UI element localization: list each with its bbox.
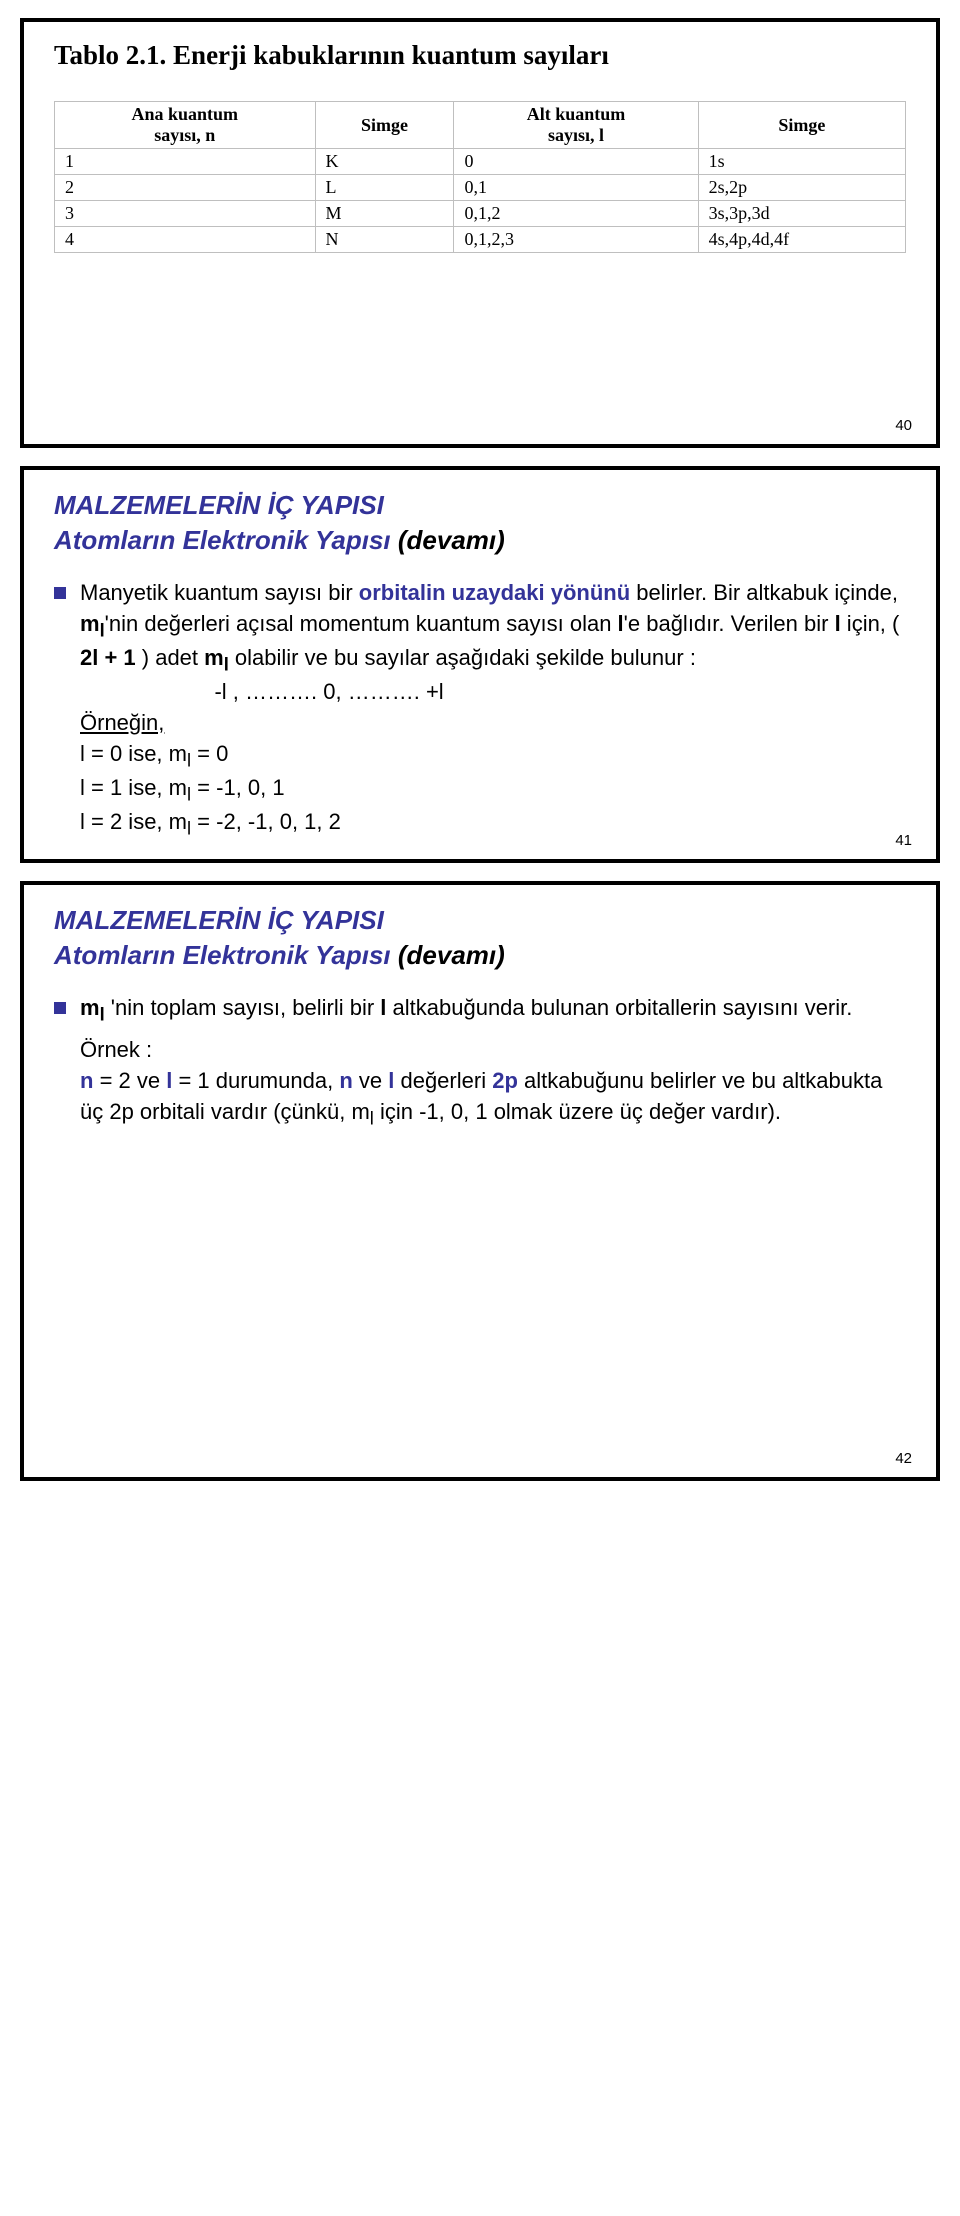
cell: 3s,3p,3d: [698, 201, 905, 227]
subheading-paren: (devamı): [398, 525, 505, 555]
cell: 3: [55, 201, 316, 227]
cell: K: [315, 149, 454, 175]
slide-41: MALZEMELERİN İÇ YAPISI Atomların Elektro…: [20, 466, 940, 863]
square-bullet-icon: [54, 1002, 66, 1014]
slide-40: Tablo 2.1. Enerji kabuklarının kuantum s…: [20, 18, 940, 448]
slide-title: Tablo 2.1. Enerji kabuklarının kuantum s…: [54, 40, 906, 71]
cell: 4: [55, 227, 316, 253]
section-subheading: Atomların Elektronik Yapısı (devamı): [54, 523, 906, 558]
cell: 0: [454, 149, 698, 175]
table-row: 2 L 0,1 2s,2p: [55, 175, 906, 201]
cell: 0,1,2: [454, 201, 698, 227]
cell: L: [315, 175, 454, 201]
table-row: 1 K 0 1s: [55, 149, 906, 175]
section-heading: MALZEMELERİN İÇ YAPISI: [54, 903, 906, 938]
cell: 4s,4p,4d,4f: [698, 227, 905, 253]
bullet-block: ml 'nin toplam sayısı, belirli bir l alt…: [54, 993, 906, 1027]
page-number: 40: [895, 417, 912, 434]
page-number: 41: [895, 832, 912, 849]
body-paragraph: ml 'nin toplam sayısı, belirli bir l alt…: [80, 993, 852, 1027]
square-bullet-icon: [54, 587, 66, 599]
page-number: 42: [895, 1450, 912, 1467]
table-row: 4 N 0,1,2,3 4s,4p,4d,4f: [55, 227, 906, 253]
cell: 0,1,2,3: [454, 227, 698, 253]
col-header: Ana kuantum sayısı, n: [55, 102, 316, 149]
cell: 1: [55, 149, 316, 175]
quantum-numbers-table: Ana kuantum sayısı, n Simge Alt kuantum …: [54, 101, 906, 253]
subheading-main: Atomların Elektronik Yapısı: [54, 940, 398, 970]
col-header: Alt kuantum sayısı, l: [454, 102, 698, 149]
col-header: Simge: [315, 102, 454, 149]
cell: 2s,2p: [698, 175, 905, 201]
cell: 1s: [698, 149, 905, 175]
cell: N: [315, 227, 454, 253]
subheading-paren: (devamı): [398, 940, 505, 970]
table-row: 3 M 0,1,2 3s,3p,3d: [55, 201, 906, 227]
cell: 2: [55, 175, 316, 201]
section-heading: MALZEMELERİN İÇ YAPISI: [54, 488, 906, 523]
example-block: Örnek : n = 2 ve l = 1 durumunda, n ve l…: [80, 1035, 906, 1131]
cell: M: [315, 201, 454, 227]
cell: 0,1: [454, 175, 698, 201]
bullet-block: Manyetik kuantum sayısı bir orbitalin uz…: [54, 578, 906, 841]
slide-42: MALZEMELERİN İÇ YAPISI Atomların Elektro…: [20, 881, 940, 1481]
body-paragraph: Manyetik kuantum sayısı bir orbitalin uz…: [80, 578, 906, 841]
subheading-main: Atomların Elektronik Yapısı: [54, 525, 398, 555]
col-header: Simge: [698, 102, 905, 149]
section-subheading: Atomların Elektronik Yapısı (devamı): [54, 938, 906, 973]
